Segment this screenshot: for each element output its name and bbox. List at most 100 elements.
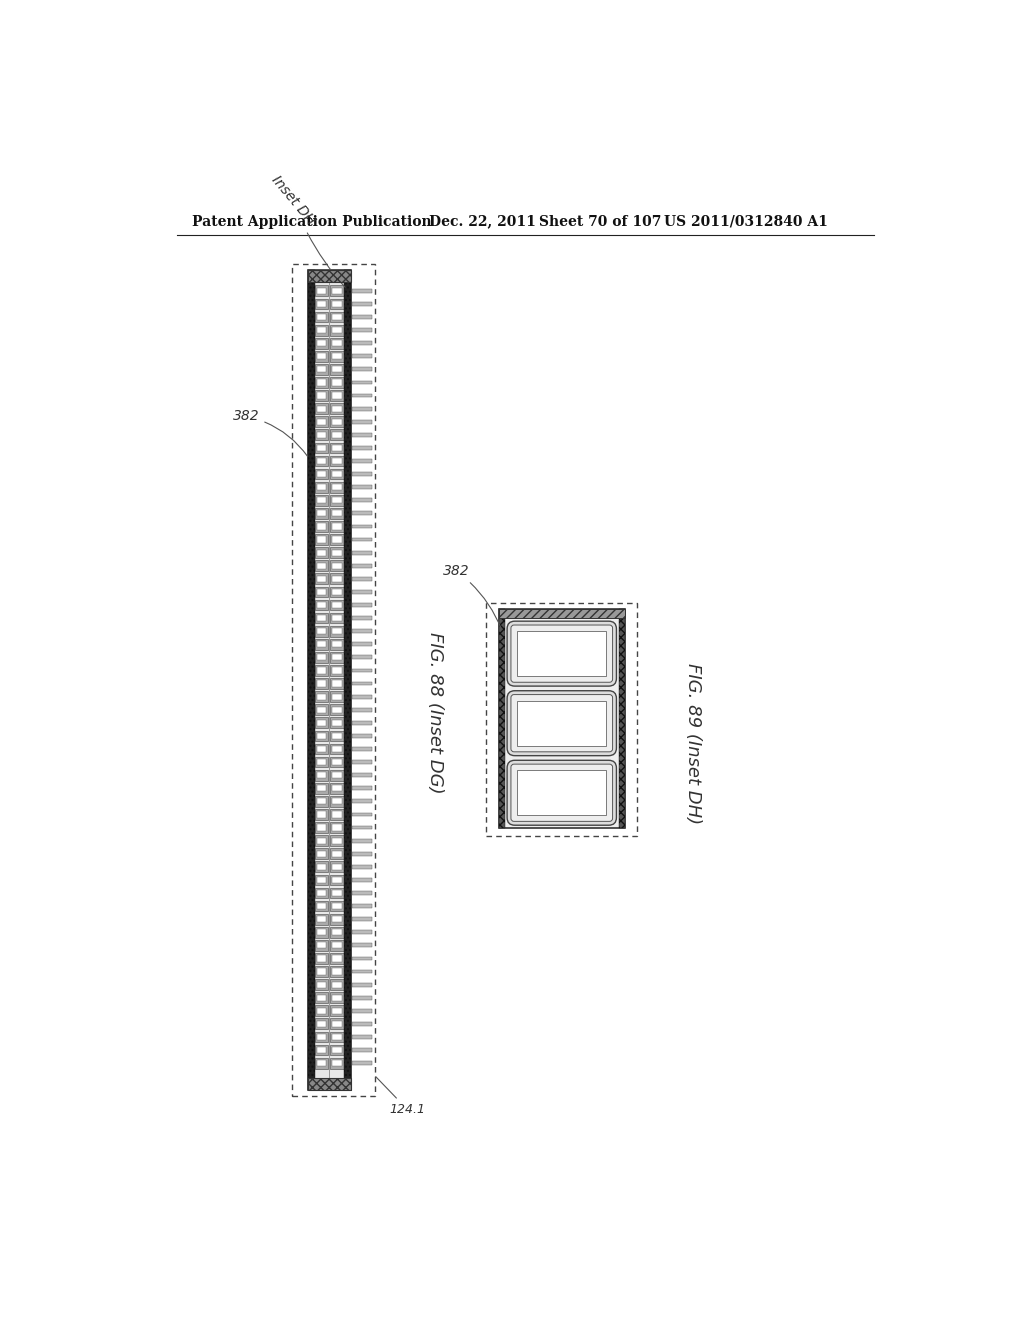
- Bar: [330, 900, 344, 911]
- Bar: [330, 730, 344, 742]
- Bar: [330, 521, 344, 532]
- Bar: [352, 904, 373, 908]
- Bar: [333, 1020, 342, 1027]
- Bar: [314, 508, 329, 519]
- Bar: [352, 643, 373, 647]
- Bar: [330, 756, 344, 767]
- Bar: [333, 863, 342, 870]
- Bar: [333, 524, 342, 529]
- Bar: [333, 536, 342, 543]
- Bar: [333, 549, 342, 556]
- Bar: [330, 482, 344, 492]
- Bar: [333, 511, 342, 516]
- Bar: [330, 875, 344, 886]
- Bar: [316, 405, 326, 412]
- Bar: [314, 705, 329, 715]
- Bar: [314, 586, 329, 598]
- Bar: [314, 900, 329, 911]
- Text: US 2011/0312840 A1: US 2011/0312840 A1: [665, 215, 828, 228]
- Bar: [352, 891, 373, 895]
- Bar: [330, 404, 344, 414]
- Bar: [352, 393, 373, 397]
- Bar: [333, 484, 342, 490]
- FancyBboxPatch shape: [507, 622, 616, 686]
- Bar: [314, 612, 329, 623]
- Bar: [352, 524, 373, 528]
- Bar: [316, 1034, 326, 1040]
- Text: 382: 382: [443, 564, 502, 630]
- Bar: [352, 944, 373, 948]
- Bar: [314, 626, 329, 636]
- Bar: [352, 459, 373, 463]
- Bar: [330, 665, 344, 676]
- Text: 124.1: 124.1: [376, 1077, 425, 1115]
- Bar: [330, 743, 344, 755]
- Bar: [352, 603, 373, 607]
- Text: Inset DH: Inset DH: [268, 173, 345, 288]
- Bar: [333, 1060, 342, 1067]
- Bar: [352, 577, 373, 581]
- Bar: [333, 982, 342, 987]
- Bar: [333, 668, 342, 673]
- Bar: [314, 429, 329, 441]
- Bar: [330, 796, 344, 807]
- Bar: [314, 599, 329, 610]
- Bar: [314, 770, 329, 780]
- Bar: [316, 969, 326, 974]
- Bar: [333, 681, 342, 686]
- Bar: [330, 1057, 344, 1069]
- Bar: [316, 562, 326, 569]
- Bar: [352, 289, 373, 293]
- Bar: [314, 849, 329, 859]
- Bar: [352, 774, 373, 777]
- Bar: [333, 628, 342, 635]
- Bar: [352, 511, 373, 515]
- Bar: [352, 433, 373, 437]
- Bar: [314, 966, 329, 977]
- Bar: [314, 862, 329, 873]
- Bar: [333, 327, 342, 333]
- Bar: [333, 1034, 342, 1040]
- Bar: [330, 692, 344, 702]
- FancyBboxPatch shape: [511, 626, 612, 682]
- Bar: [352, 734, 373, 738]
- Bar: [316, 642, 326, 647]
- Bar: [316, 876, 326, 883]
- Bar: [314, 1006, 329, 1016]
- Bar: [330, 639, 344, 649]
- Bar: [333, 995, 342, 1001]
- Bar: [316, 995, 326, 1001]
- Bar: [316, 288, 326, 294]
- Bar: [330, 993, 344, 1003]
- Bar: [307, 271, 314, 1090]
- Bar: [333, 825, 342, 830]
- Bar: [314, 1057, 329, 1069]
- Bar: [330, 652, 344, 663]
- Bar: [333, 956, 342, 961]
- Bar: [316, 1007, 326, 1014]
- Bar: [316, 759, 326, 766]
- Bar: [333, 615, 342, 622]
- Bar: [352, 1061, 373, 1065]
- Bar: [499, 609, 505, 829]
- Bar: [333, 785, 342, 792]
- Bar: [352, 708, 373, 711]
- Bar: [333, 458, 342, 465]
- Bar: [352, 550, 373, 554]
- Bar: [333, 445, 342, 451]
- Bar: [330, 599, 344, 610]
- Bar: [499, 609, 625, 618]
- Bar: [352, 970, 373, 973]
- Bar: [330, 378, 344, 388]
- Bar: [316, 1020, 326, 1027]
- Bar: [352, 865, 373, 869]
- Bar: [330, 836, 344, 846]
- Bar: [352, 1022, 373, 1026]
- Bar: [316, 706, 326, 713]
- Bar: [333, 314, 342, 321]
- FancyBboxPatch shape: [507, 760, 616, 825]
- Bar: [352, 354, 373, 358]
- Bar: [316, 576, 326, 582]
- Bar: [352, 420, 373, 424]
- Bar: [314, 979, 329, 990]
